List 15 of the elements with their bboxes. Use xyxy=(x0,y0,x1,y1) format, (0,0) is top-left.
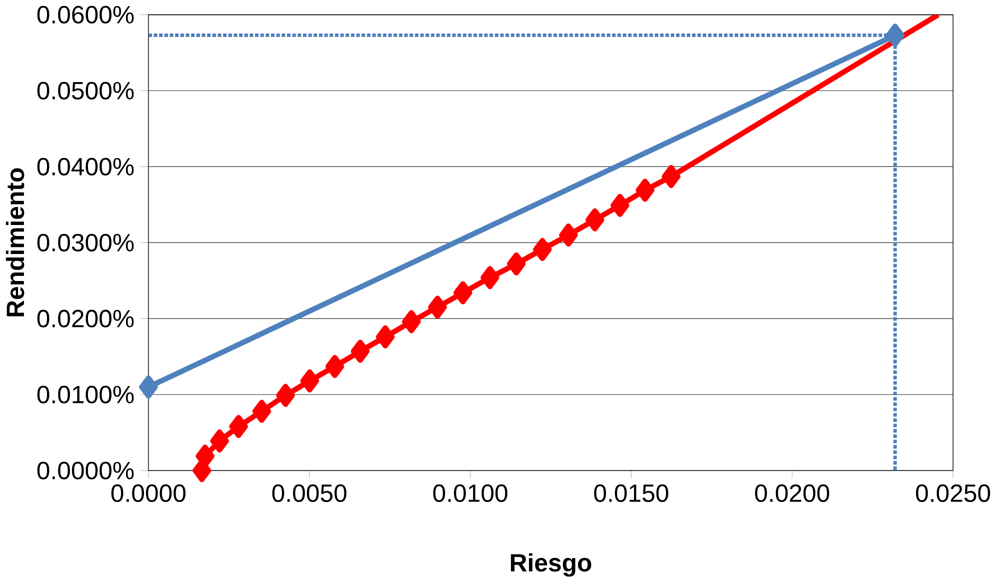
y-tick-label: 0.0600% xyxy=(37,6,134,24)
y-tick-label: 0.0200% xyxy=(37,310,134,328)
y-tick-label: 0.0400% xyxy=(37,158,134,176)
y-axis-title: Rendimiento xyxy=(6,168,24,317)
x-tick-label: 0.0150 xyxy=(594,484,668,502)
x-tick-label: 0.0200 xyxy=(755,484,830,502)
y-tick-label: 0.0500% xyxy=(37,82,134,100)
y-tick-label: 0.0000% xyxy=(37,462,134,480)
x-tick-label: 0.0000 xyxy=(111,484,186,502)
x-tick-label: 0.0250 xyxy=(916,484,990,502)
x-axis-title: Riesgo xyxy=(510,554,592,577)
x-tick-label: 0.0100 xyxy=(433,484,508,502)
y-tick-label: 0.0100% xyxy=(37,386,134,404)
y-tick-label: 0.0300% xyxy=(37,234,134,252)
x-tick-label: 0.0050 xyxy=(272,484,346,502)
